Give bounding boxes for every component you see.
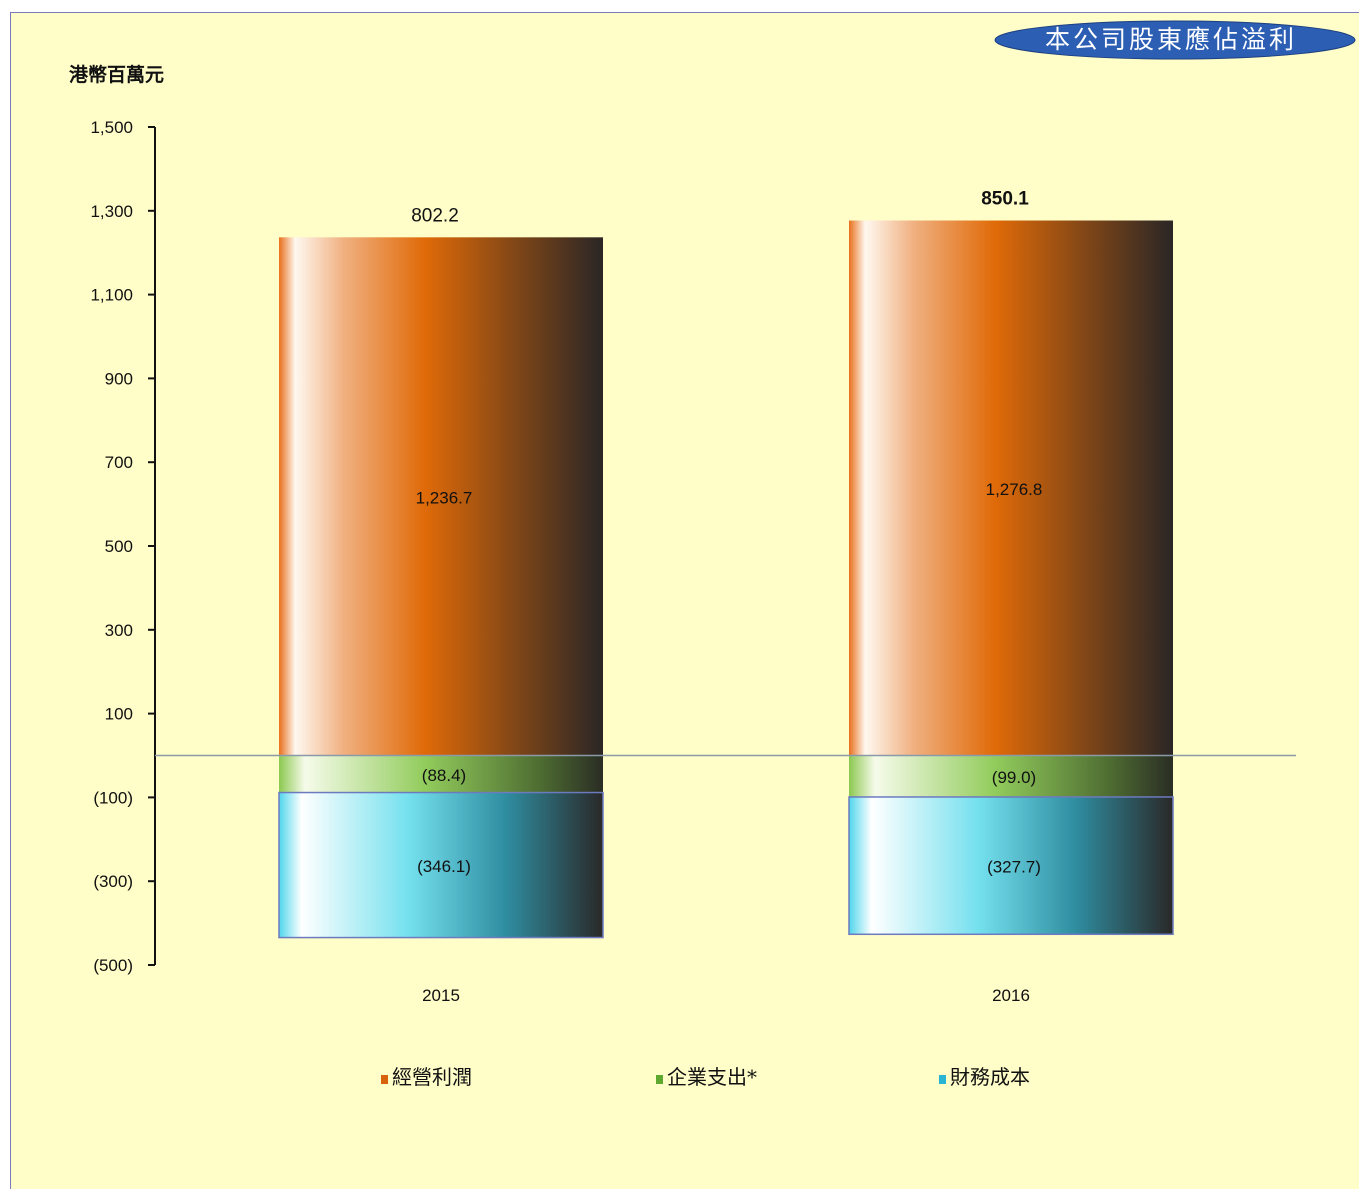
category-labels: 2015 2016 bbox=[422, 986, 1030, 1005]
y-tick-label: 500 bbox=[105, 537, 133, 556]
y-tick-label: (500) bbox=[93, 956, 133, 975]
legend-label: 經營利潤 bbox=[392, 1065, 472, 1089]
legend-label: 企業支出* bbox=[667, 1065, 757, 1089]
legend-swatch bbox=[939, 1075, 946, 1084]
y-tick-label: (100) bbox=[93, 788, 133, 807]
category-label: 2016 bbox=[992, 986, 1030, 1005]
segment-value-label: 1,236.7 bbox=[416, 488, 473, 507]
total-value-label: 850.1 bbox=[981, 189, 1029, 210]
y-ticks: 1,500 1,300 1,100 900 700 500 300 100 (100) (300)… bbox=[90, 118, 155, 975]
bar-segment-2015-s1 bbox=[279, 755, 603, 793]
y-tick-label: (300) bbox=[93, 872, 133, 891]
segment-value-label: (99.0) bbox=[992, 768, 1036, 787]
segment-value-label: (327.7) bbox=[987, 858, 1041, 877]
legend: 經營利潤 企業支出* 財務成本 bbox=[381, 1065, 1030, 1089]
chart-frame: 本公司股東應佔溢利 港幣百萬元 1,500 1,300 1,100 900 700 500… bbox=[10, 12, 1359, 1189]
y-axis-label: 港幣百萬元 bbox=[69, 64, 164, 86]
segment-value-label: 1,276.8 bbox=[986, 480, 1043, 499]
bars bbox=[278, 220, 1174, 939]
segment-value-label: (346.1) bbox=[417, 857, 471, 876]
category-label: 2015 bbox=[422, 986, 460, 1005]
bar-segment-2015-s0 bbox=[279, 237, 603, 756]
y-tick-label: 100 bbox=[105, 705, 133, 724]
chart-title: 本公司股東應佔溢利 bbox=[1045, 25, 1297, 54]
bar-segment-2015-s2 bbox=[278, 791, 604, 939]
segment-value-label: (88.4) bbox=[422, 766, 466, 785]
total-value-label: 802.2 bbox=[411, 205, 459, 226]
bar-segment-2016-s2 bbox=[848, 796, 1174, 936]
title-badge: 本公司股東應佔溢利 bbox=[994, 20, 1356, 60]
legend-label: 財務成本 bbox=[950, 1065, 1030, 1089]
y-tick-label: 300 bbox=[105, 621, 133, 640]
y-tick-label: 700 bbox=[105, 453, 133, 472]
title-badge-shape bbox=[994, 20, 1356, 60]
legend-swatch bbox=[381, 1075, 388, 1084]
data-labels: 1,236.7 (88.4) (346.1) 802.2 1,276.8 (99.0) (3… bbox=[411, 189, 1042, 877]
y-tick-label: 1,100 bbox=[90, 286, 133, 305]
bar-segment-2016-s0 bbox=[849, 220, 1173, 756]
legend-swatch bbox=[656, 1075, 663, 1084]
chart-svg: 本公司股東應佔溢利 港幣百萬元 1,500 1,300 1,100 900 700 500… bbox=[69, 20, 1356, 1089]
y-tick-label: 1,300 bbox=[90, 202, 133, 221]
y-tick-label: 900 bbox=[105, 369, 133, 388]
y-tick-label: 1,500 bbox=[90, 118, 133, 137]
bar-segment-2016-s1 bbox=[849, 755, 1173, 797]
